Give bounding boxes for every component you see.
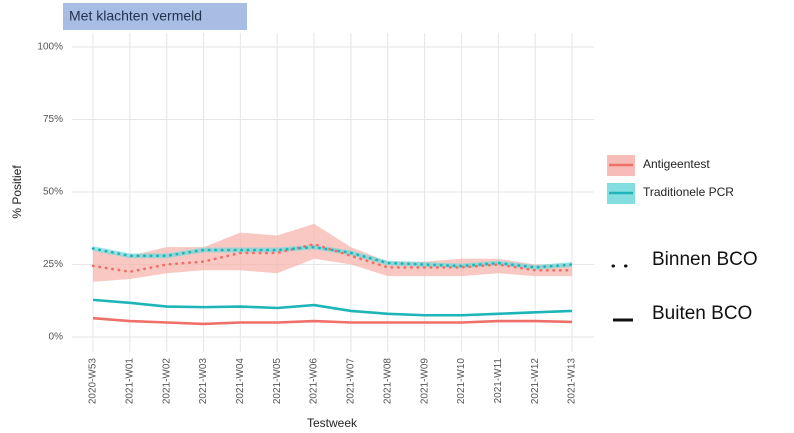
x-tick-label: 2021-W09 <box>419 358 430 405</box>
y-tick-label: 0% <box>49 332 64 343</box>
line-style-label: Binnen BCO <box>652 249 758 270</box>
legend-label: Traditionele PCR <box>643 185 734 199</box>
y-axis-title: % Positief <box>10 165 24 219</box>
confidence-band <box>93 244 572 270</box>
chart-title: Met klachten vermeld <box>69 8 202 24</box>
buiten-line <box>92 316 573 326</box>
y-tick-label: 25% <box>43 259 63 270</box>
x-tick-label: 2021-W04 <box>235 358 246 405</box>
line-style-label: Buiten BCO <box>652 303 752 324</box>
binnen-line <box>91 245 574 269</box>
x-tick-label: 2020-W53 <box>88 358 99 405</box>
x-tick-label: 2021-W02 <box>161 358 172 405</box>
x-tick-label: 2021-W07 <box>346 358 357 405</box>
y-tick-label: 50% <box>43 187 63 198</box>
x-tick-label: 2021-W08 <box>382 358 393 405</box>
x-tick-label: 2021-W03 <box>198 358 209 405</box>
x-tick-label: 2021-W10 <box>456 358 467 405</box>
buiten-line <box>92 298 573 317</box>
x-tick-label: 2021-W11 <box>493 358 504 404</box>
x-tick-label: 2021-W05 <box>272 358 283 405</box>
x-tick-label: 2021-W13 <box>567 358 578 405</box>
x-axis-title: Testweek <box>307 416 358 430</box>
x-tick-label: 2021-W01 <box>124 358 135 405</box>
y-tick-label: 100% <box>37 42 63 53</box>
x-tick-label: 2021-W06 <box>309 358 320 405</box>
title-box <box>63 3 247 30</box>
x-tick-label: 2021-W12 <box>530 358 541 405</box>
legend-label: Antigeentest <box>643 157 710 171</box>
confidence-band <box>93 223 572 282</box>
y-tick-label: 75% <box>43 114 63 125</box>
